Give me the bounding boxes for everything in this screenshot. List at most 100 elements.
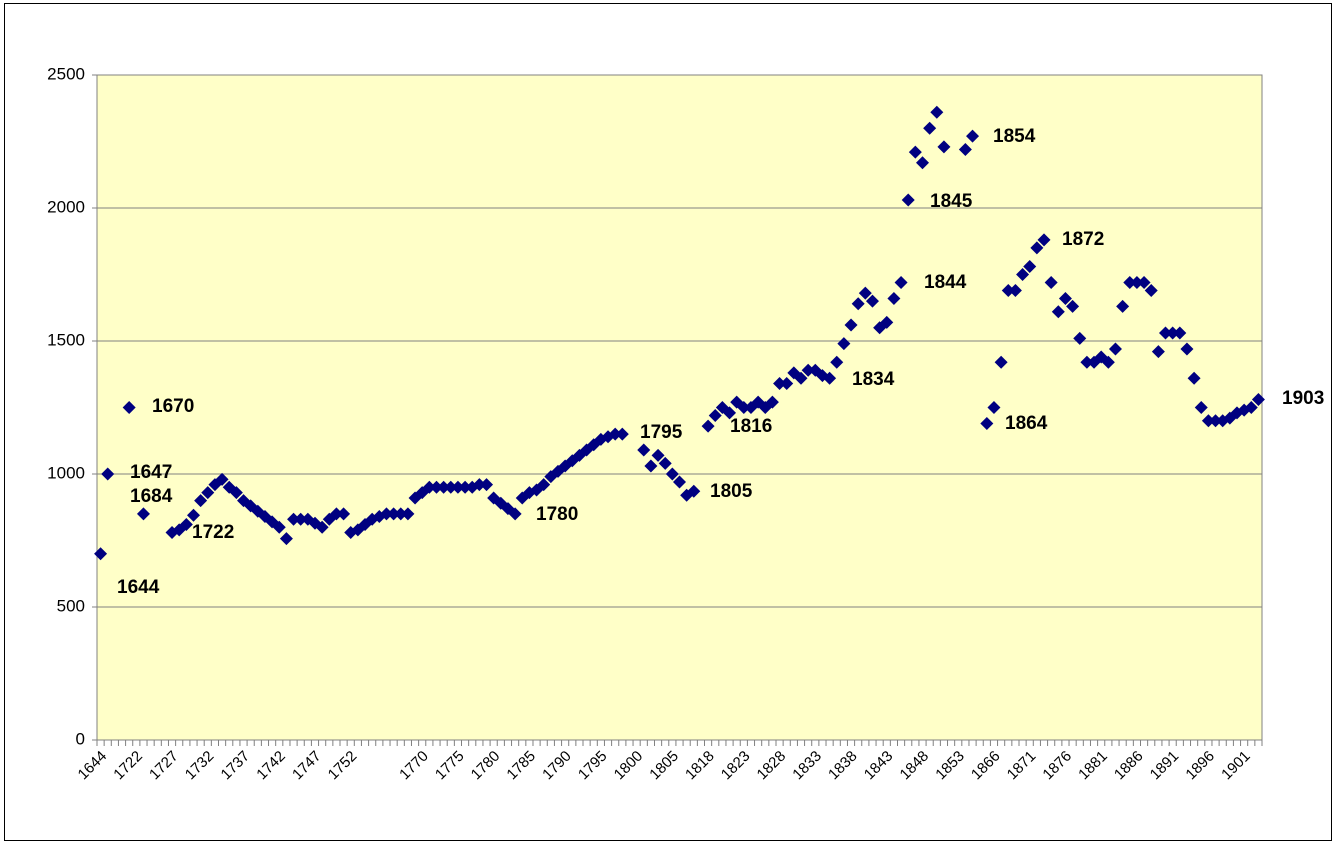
data-annotation: 1647	[130, 462, 172, 483]
data-annotation: 1864	[1005, 413, 1048, 434]
data-annotation: 1722	[192, 522, 234, 543]
y-tick-label: 500	[57, 596, 85, 615]
data-point	[644, 459, 658, 473]
data-point	[401, 507, 415, 521]
data-point	[701, 419, 715, 433]
data-point	[472, 478, 486, 492]
data-point	[923, 121, 937, 135]
data-point	[329, 507, 343, 521]
data-point	[136, 507, 150, 521]
data-point	[958, 142, 972, 156]
data-point	[1251, 393, 1265, 407]
data-annotation: 1845	[930, 191, 973, 212]
data-point	[858, 286, 872, 300]
data-point	[823, 371, 837, 385]
data-point	[1016, 268, 1030, 281]
y-tick-label: 1000	[47, 463, 85, 482]
data-point	[901, 193, 915, 207]
plot-area	[96, 74, 1263, 741]
data-point	[315, 520, 329, 534]
data-point	[1101, 355, 1115, 369]
data-point	[837, 337, 851, 351]
data-point	[737, 401, 751, 414]
data-point	[673, 475, 686, 489]
data-point	[444, 480, 458, 494]
data-point	[201, 486, 215, 500]
data-point	[287, 512, 301, 526]
data-point	[379, 507, 393, 521]
data-point	[937, 140, 951, 154]
data-annotation: 1844	[924, 272, 967, 293]
data-point	[801, 363, 815, 377]
data-point	[122, 401, 136, 414]
data-annotation: 1872	[1062, 229, 1104, 250]
data-point	[1073, 331, 1087, 345]
data-point	[723, 406, 737, 420]
data-point	[1030, 241, 1044, 255]
data-annotation: 1795	[640, 422, 683, 443]
data-annotation: 1780	[536, 504, 578, 525]
data-point	[844, 318, 858, 332]
data-point	[1209, 414, 1223, 428]
data-point	[215, 472, 229, 486]
data-point	[665, 467, 679, 481]
data-point	[1137, 275, 1151, 289]
data-point	[1151, 345, 1165, 359]
data-point	[1144, 283, 1158, 297]
data-point	[394, 507, 408, 521]
data-point	[908, 145, 922, 159]
data-point	[916, 156, 930, 170]
data-point	[987, 401, 1001, 414]
data-annotation: 1816	[730, 416, 772, 437]
data-point	[1001, 283, 1015, 297]
data-point	[887, 291, 901, 305]
data-point	[773, 377, 787, 391]
data-point	[537, 478, 551, 492]
data-point	[880, 315, 894, 329]
data-point	[1173, 326, 1187, 340]
data-point	[1037, 233, 1051, 247]
data-point	[780, 377, 794, 391]
data-point	[1187, 371, 1201, 385]
data-point	[229, 486, 243, 500]
data-annotation: 1684	[130, 486, 173, 507]
data-point	[387, 507, 401, 521]
data-point	[1058, 291, 1072, 305]
y-tick-label: 2000	[47, 197, 85, 216]
data-point	[658, 456, 672, 470]
data-point	[1023, 260, 1037, 274]
data-point	[1130, 275, 1144, 289]
y-tick-label: 1500	[47, 330, 85, 349]
data-point	[1244, 401, 1258, 414]
data-point	[279, 532, 293, 546]
data-point	[1066, 299, 1080, 313]
data-point	[194, 494, 208, 508]
data-point	[1201, 414, 1215, 428]
data-point	[865, 294, 879, 308]
data-point	[422, 480, 436, 494]
data-point	[429, 480, 443, 494]
data-point	[1116, 299, 1130, 313]
data-point	[608, 427, 622, 441]
data-point	[651, 448, 665, 462]
data-point	[1159, 326, 1173, 340]
data-point	[1044, 275, 1058, 289]
data-point	[451, 480, 465, 494]
data-point	[966, 129, 980, 143]
data-point	[179, 518, 193, 532]
data-point	[1080, 355, 1094, 369]
data-point	[687, 484, 701, 498]
data-annotation: 1854	[993, 126, 1036, 147]
data-point	[437, 480, 451, 494]
data-point	[480, 478, 494, 492]
data-point	[94, 547, 108, 561]
data-point	[830, 355, 844, 369]
data-point	[615, 427, 629, 441]
y-tick-label: 2500	[47, 64, 85, 83]
data-point	[337, 507, 351, 521]
data-annotation: 1805	[710, 481, 753, 502]
data-point	[851, 297, 865, 311]
data-annotation: 1670	[152, 396, 194, 417]
data-annotation: 1834	[852, 369, 895, 390]
